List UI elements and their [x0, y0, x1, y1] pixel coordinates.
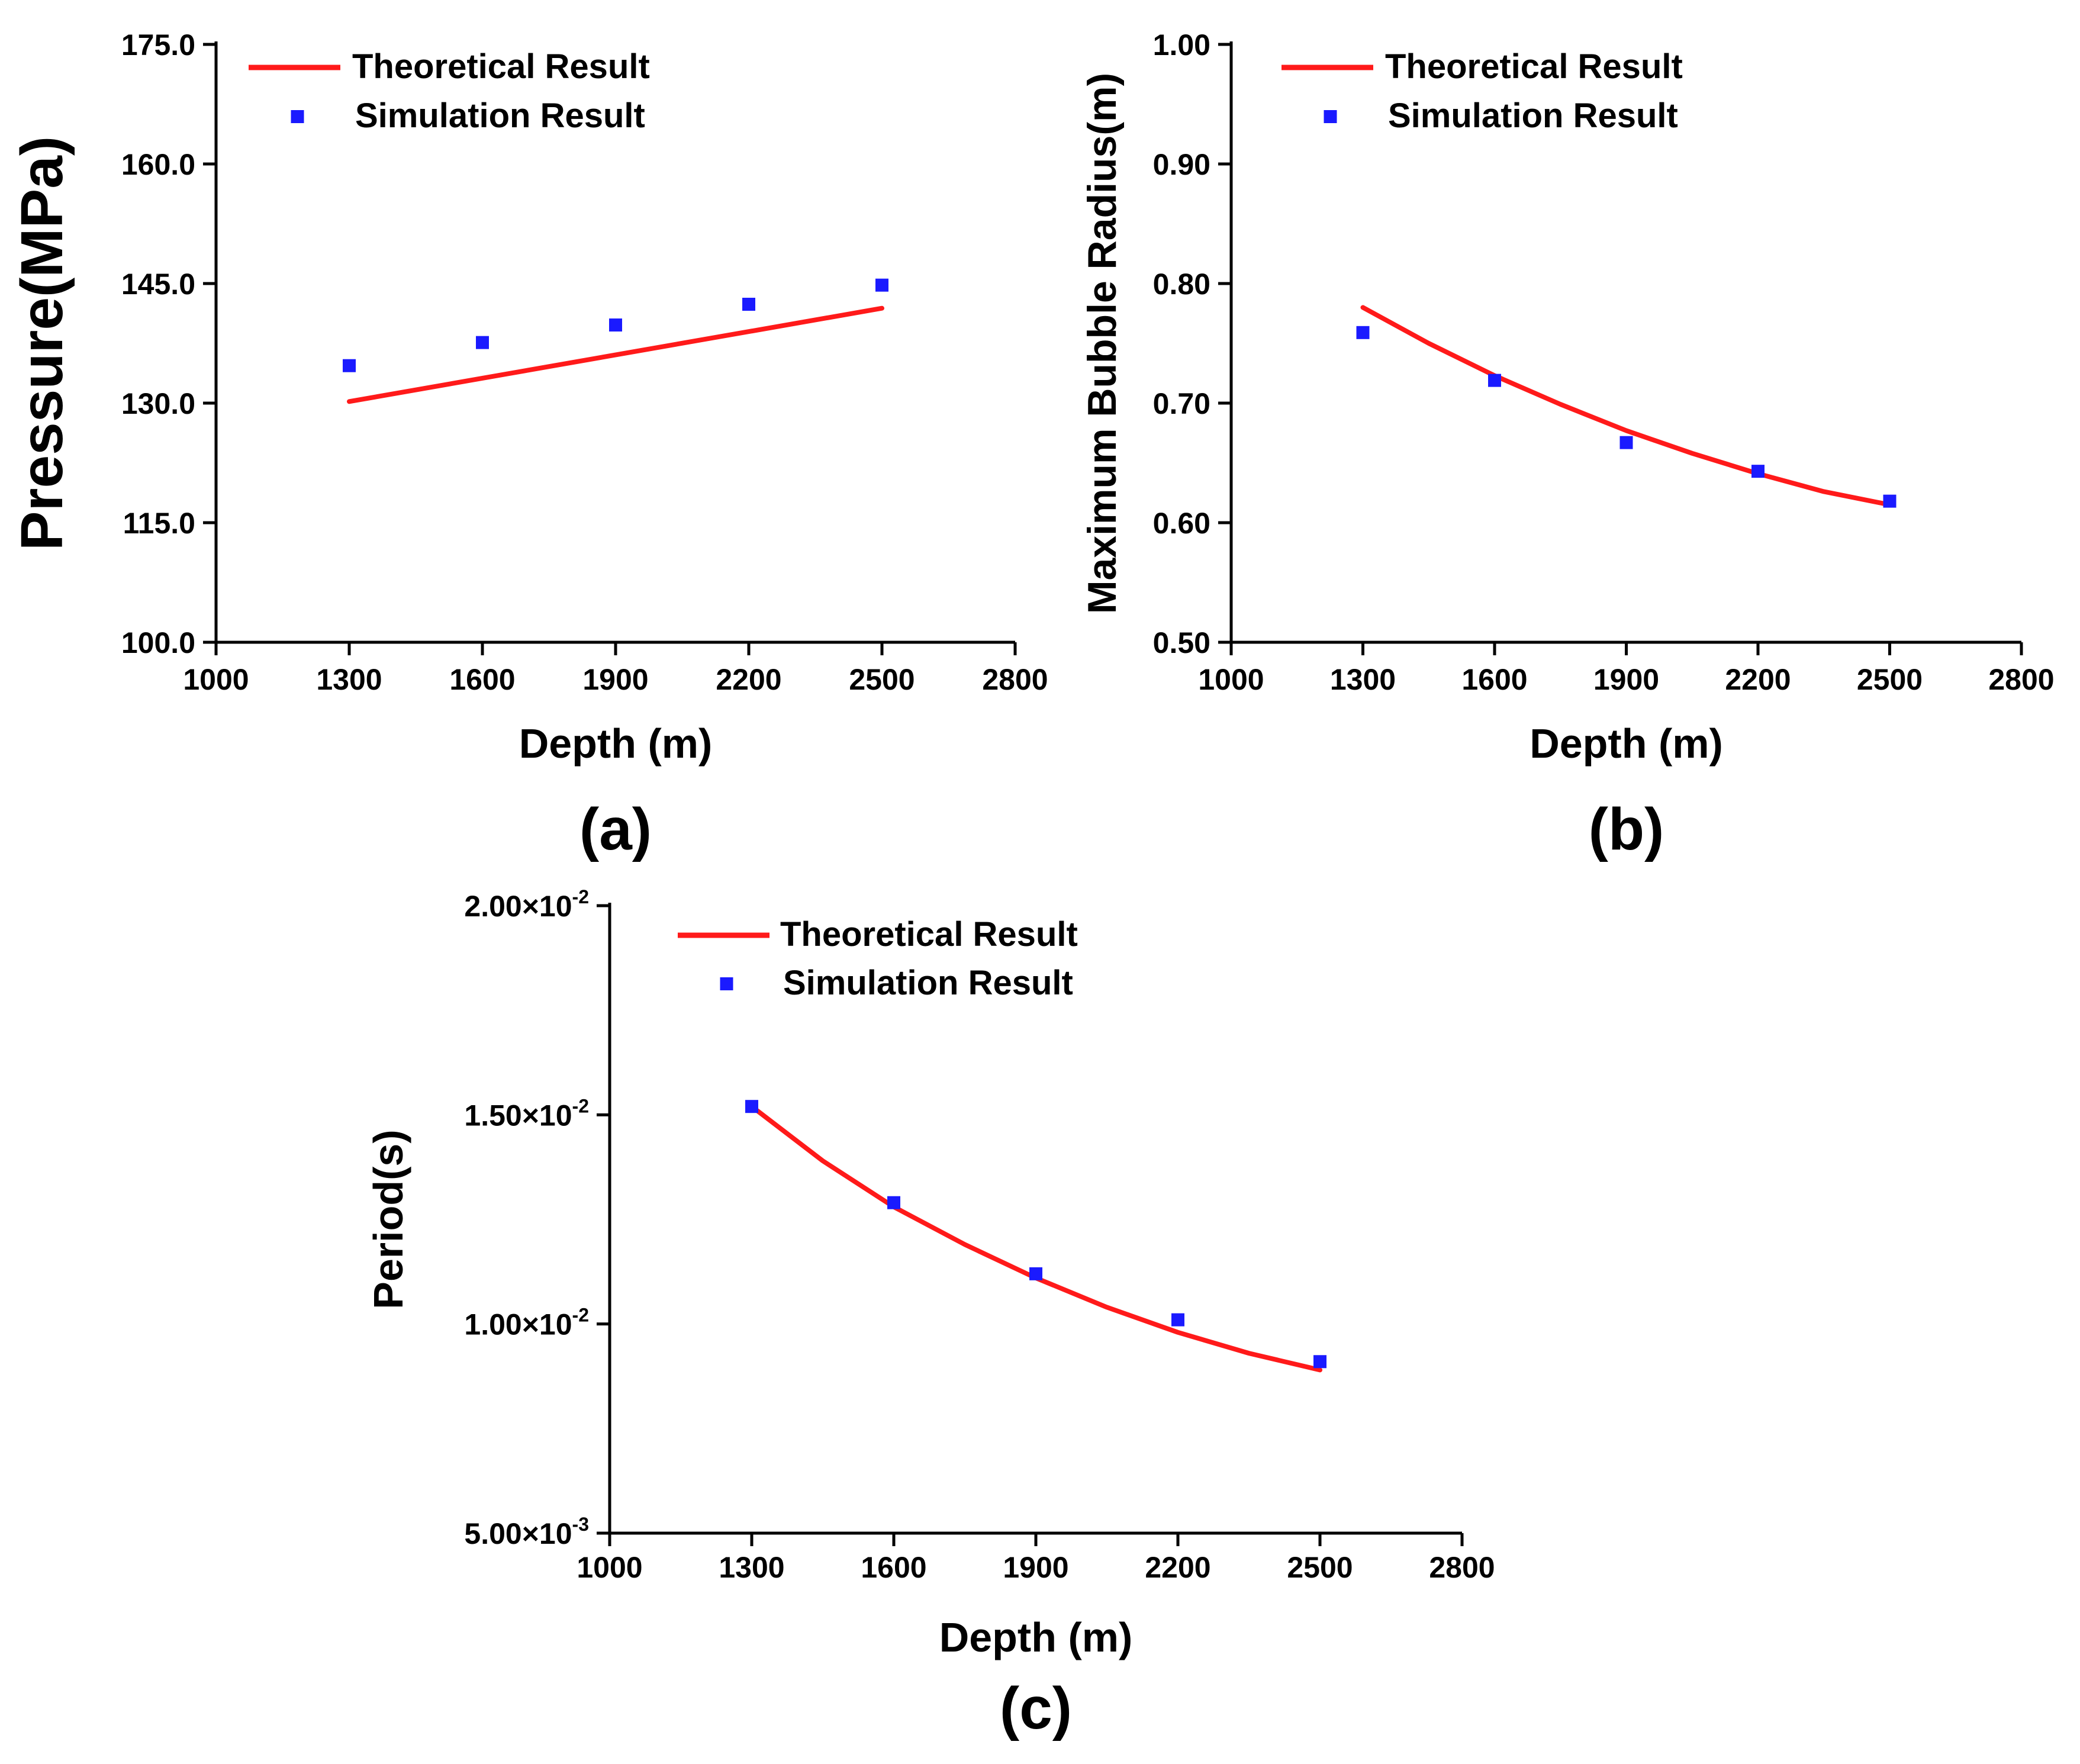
x-tick-label: 1000 [183, 663, 249, 696]
x-tick-label: 1000 [577, 1551, 642, 1584]
simulation-result-point [887, 1196, 900, 1209]
x-tick-label: 2800 [1988, 663, 2054, 696]
simulation-result-point [745, 1100, 758, 1113]
y-tick-mantissa: 5.00×10 [464, 1517, 572, 1550]
x-tick-label: 1900 [582, 663, 648, 696]
y-axis-label: Period(s) [365, 1129, 411, 1309]
x-tick-label: 2200 [1145, 1551, 1210, 1584]
y-tick-label: 0.80 [1153, 268, 1210, 301]
legend-label-theoretical: Theoretical Result [780, 915, 1078, 954]
x-tick-label: 1600 [861, 1551, 926, 1584]
simulation-result-point [1751, 465, 1765, 478]
theoretical-result-line [749, 1104, 1322, 1373]
y-tick-label: 0.60 [1153, 507, 1210, 540]
y-tick-label: 2.00×10-2 [464, 886, 589, 923]
panel-b-bubble-radius-vs-depth: 1000 1300 1600 1900 2200 2500 2800 0.50 0.60 0.70… [1080, 28, 2055, 862]
x-tick-label: 1600 [449, 663, 515, 696]
x-tick-label: 2500 [849, 663, 915, 696]
simulation-result-point [1619, 436, 1633, 449]
y-tick-label: 5.00×10-3 [464, 1514, 589, 1550]
panel-label: (a) [579, 796, 652, 862]
y-tick-label: 130.0 [121, 387, 195, 420]
y-tick-label: 175.0 [121, 28, 195, 62]
x-tick-label: 1900 [1593, 663, 1659, 696]
simulation-result-point [875, 278, 888, 292]
theoretical-result-line [347, 305, 884, 404]
x-tick-label: 2500 [1857, 663, 1923, 696]
y-tick-label: 1.00 [1153, 28, 1210, 62]
legend-label-simulation: Simulation Result [783, 964, 1073, 1002]
y-tick-exponent: -3 [572, 1514, 589, 1535]
simulation-result-point [1171, 1313, 1184, 1327]
y-axis-label: Maximum Bubble Radius(m) [1080, 73, 1125, 614]
x-axis-label: Depth (m) [519, 720, 713, 767]
simulation-result-point [343, 359, 356, 372]
x-tick-label: 2800 [982, 663, 1048, 696]
x-tick-label: 1300 [1330, 663, 1396, 696]
panel-c-period-vs-depth: 1000 1300 1600 1900 2200 2500 2800 5.00×10-3 1.0… [365, 886, 1495, 1742]
legend-label-simulation: Simulation Result [355, 96, 645, 135]
y-tick-label: 0.70 [1153, 387, 1210, 420]
legend-label-theoretical: Theoretical Result [352, 47, 650, 86]
legend-marker-swatch [1324, 110, 1337, 123]
simulation-result-point [1313, 1355, 1326, 1369]
x-axis-label: Depth (m) [939, 1614, 1133, 1660]
legend-marker-swatch [720, 977, 733, 990]
simulation-result-point [476, 336, 489, 349]
simulation-result-point [742, 298, 755, 311]
x-tick-label: 1300 [316, 663, 382, 696]
y-axis-label: Pressure(MPa) [9, 136, 75, 551]
x-tick-label: 2200 [1725, 663, 1791, 696]
legend-marker-swatch [291, 110, 304, 123]
y-tick-mantissa: 1.00×10 [464, 1308, 572, 1341]
y-tick-label: 1.50×10-2 [464, 1095, 589, 1132]
simulation-result-point [1488, 374, 1501, 387]
y-tick-label: 100.0 [121, 626, 195, 659]
x-tick-label: 2800 [1429, 1551, 1495, 1584]
simulation-result-point [609, 318, 622, 332]
x-tick-label: 1300 [719, 1551, 784, 1584]
y-tick-label: 0.90 [1153, 148, 1210, 181]
y-tick-exponent: -2 [572, 1095, 589, 1116]
x-tick-label: 2500 [1287, 1551, 1353, 1584]
y-tick-label: 115.0 [123, 507, 195, 540]
y-tick-exponent: -2 [572, 886, 589, 907]
y-tick-exponent: -2 [572, 1305, 589, 1326]
y-tick-label: 1.00×10-2 [464, 1305, 589, 1341]
x-tick-label: 1000 [1198, 663, 1264, 696]
y-tick-mantissa: 2.00×10 [464, 890, 572, 923]
simulation-result-point [1029, 1267, 1042, 1280]
x-tick-label: 1600 [1461, 663, 1527, 696]
y-tick-mantissa: 1.50×10 [464, 1099, 572, 1132]
legend-label-simulation: Simulation Result [1388, 96, 1678, 135]
panel-label: (c) [1000, 1675, 1072, 1742]
y-tick-label: 0.50 [1153, 626, 1210, 659]
y-tick-label: 145.0 [121, 268, 195, 301]
simulation-result-point [1883, 494, 1897, 508]
theoretical-result-line [1360, 305, 1892, 507]
panel-a-pressure-vs-depth: 1000 1300 1600 1900 2200 2500 2800 100.0 115.0 13… [9, 28, 1048, 862]
x-tick-label: 2200 [716, 663, 781, 696]
simulation-result-point [1356, 326, 1370, 339]
x-axis-label: Depth (m) [1530, 720, 1723, 767]
x-tick-label: 1900 [1003, 1551, 1068, 1584]
legend-label-theoretical: Theoretical Result [1385, 47, 1683, 86]
y-tick-label: 160.0 [121, 148, 195, 181]
panel-label: (b) [1589, 796, 1664, 862]
